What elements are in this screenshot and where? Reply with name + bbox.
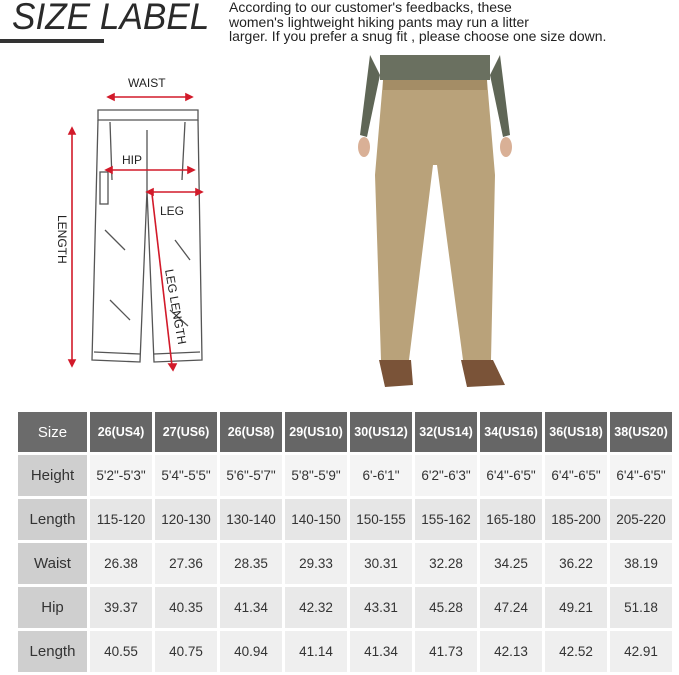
title-underline bbox=[0, 39, 104, 43]
note-line: women's lightweight hiking pants may run… bbox=[229, 13, 529, 30]
table-row: Height 5'2"-5'3" 5'4"-5'5" 5'6"-5'7" 5'8"-5'… bbox=[18, 455, 672, 496]
table-cell: 42.52 bbox=[545, 631, 607, 672]
table-row: Length 115-120 120-130 130-140 140-150 150-15… bbox=[18, 499, 672, 540]
table-cell: 6'-6'1" bbox=[350, 455, 412, 496]
pants-measurement-diagram: WAIST HIP LEG LENGTH LEG LENGTH bbox=[55, 76, 204, 372]
table-header-row: Size 26(US4) 27(US6) 26(US8) 29(US10) 30… bbox=[18, 412, 672, 452]
table-cell: 41.34 bbox=[220, 587, 282, 628]
table-cell: 155-162 bbox=[415, 499, 477, 540]
header-cell: 36(US18) bbox=[545, 412, 607, 452]
fit-note: According to our customer's feedbacks, t… bbox=[229, 0, 679, 44]
table-cell: 29.33 bbox=[285, 543, 347, 584]
table-cell: 6'4"-6'5" bbox=[545, 455, 607, 496]
header-cell: 26(US4) bbox=[90, 412, 152, 452]
table-row: Hip 39.37 40.35 41.34 42.32 43.31 45.28 47.24 49… bbox=[18, 587, 672, 628]
length-label: LENGTH bbox=[55, 215, 69, 264]
table-cell: 41.73 bbox=[415, 631, 477, 672]
table-cell: 6'4"-6'5" bbox=[610, 455, 672, 496]
table-cell: 41.34 bbox=[350, 631, 412, 672]
table-cell: 140-150 bbox=[285, 499, 347, 540]
header-cell: 38(US20) bbox=[610, 412, 672, 452]
table-cell: 40.94 bbox=[220, 631, 282, 672]
table-cell: 41.14 bbox=[285, 631, 347, 672]
table-cell: 49.21 bbox=[545, 587, 607, 628]
table-cell: 30.31 bbox=[350, 543, 412, 584]
table-cell: 5'2"-5'3" bbox=[90, 455, 152, 496]
table-cell: 115-120 bbox=[90, 499, 152, 540]
leg-label: LEG bbox=[160, 204, 184, 218]
table-cell: 28.35 bbox=[220, 543, 282, 584]
table-cell: 42.91 bbox=[610, 631, 672, 672]
header-cell: 34(US16) bbox=[480, 412, 542, 452]
table-cell: 6'4"-6'5" bbox=[480, 455, 542, 496]
table-cell: 150-155 bbox=[350, 499, 412, 540]
leg-length-label: LEG LENGTH bbox=[162, 268, 189, 345]
size-chart-table: Size 26(US4) 27(US6) 26(US8) 29(US10) 30… bbox=[15, 409, 675, 675]
table-cell: 32.28 bbox=[415, 543, 477, 584]
table-cell: 43.31 bbox=[350, 587, 412, 628]
header-cell: 26(US8) bbox=[220, 412, 282, 452]
waist-label: WAIST bbox=[128, 76, 166, 90]
table-cell: 205-220 bbox=[610, 499, 672, 540]
table-cell: 51.18 bbox=[610, 587, 672, 628]
header-cell: Size bbox=[18, 412, 87, 452]
table-cell: 42.13 bbox=[480, 631, 542, 672]
table-cell: 26.38 bbox=[90, 543, 152, 584]
table-cell: 42.32 bbox=[285, 587, 347, 628]
table-cell: 5'8"-5'9" bbox=[285, 455, 347, 496]
table-cell: 39.37 bbox=[90, 587, 152, 628]
table-cell: 5'6"-5'7" bbox=[220, 455, 282, 496]
row-header-cell: Height bbox=[18, 455, 87, 496]
hip-label: HIP bbox=[122, 153, 142, 167]
table-cell: 165-180 bbox=[480, 499, 542, 540]
table-cell: 40.75 bbox=[155, 631, 217, 672]
row-header-cell: Hip bbox=[18, 587, 87, 628]
table-cell: 27.36 bbox=[155, 543, 217, 584]
table-cell: 38.19 bbox=[610, 543, 672, 584]
table-cell: 34.25 bbox=[480, 543, 542, 584]
table-cell: 120-130 bbox=[155, 499, 217, 540]
table-cell: 45.28 bbox=[415, 587, 477, 628]
table-cell: 6'2"-6'3" bbox=[415, 455, 477, 496]
row-header-cell: Waist bbox=[18, 543, 87, 584]
table-cell: 40.35 bbox=[155, 587, 217, 628]
row-header-cell: Length bbox=[18, 499, 87, 540]
header-cell: 30(US12) bbox=[350, 412, 412, 452]
table-cell: 36.22 bbox=[545, 543, 607, 584]
note-line: larger. If you prefer a snug fit , pleas… bbox=[229, 28, 607, 44]
table-cell: 185-200 bbox=[545, 499, 607, 540]
table-cell: 47.24 bbox=[480, 587, 542, 628]
row-header-cell: Length bbox=[18, 631, 87, 672]
table-row: Length 40.55 40.75 40.94 41.14 41.34 41.73 42.1… bbox=[18, 631, 672, 672]
header-cell: 32(US14) bbox=[415, 412, 477, 452]
note-line: According to our customer's feedbacks, t… bbox=[229, 0, 512, 15]
table-cell: 40.55 bbox=[90, 631, 152, 672]
table-cell: 130-140 bbox=[220, 499, 282, 540]
table-row: Waist 26.38 27.36 28.35 29.33 30.31 32.28 34.25… bbox=[18, 543, 672, 584]
table-cell: 5'4"-5'5" bbox=[155, 455, 217, 496]
header-cell: 27(US6) bbox=[155, 412, 217, 452]
header-cell: 29(US10) bbox=[285, 412, 347, 452]
model-photo bbox=[358, 55, 512, 387]
page-title: SIZE LABEL bbox=[12, 0, 210, 37]
